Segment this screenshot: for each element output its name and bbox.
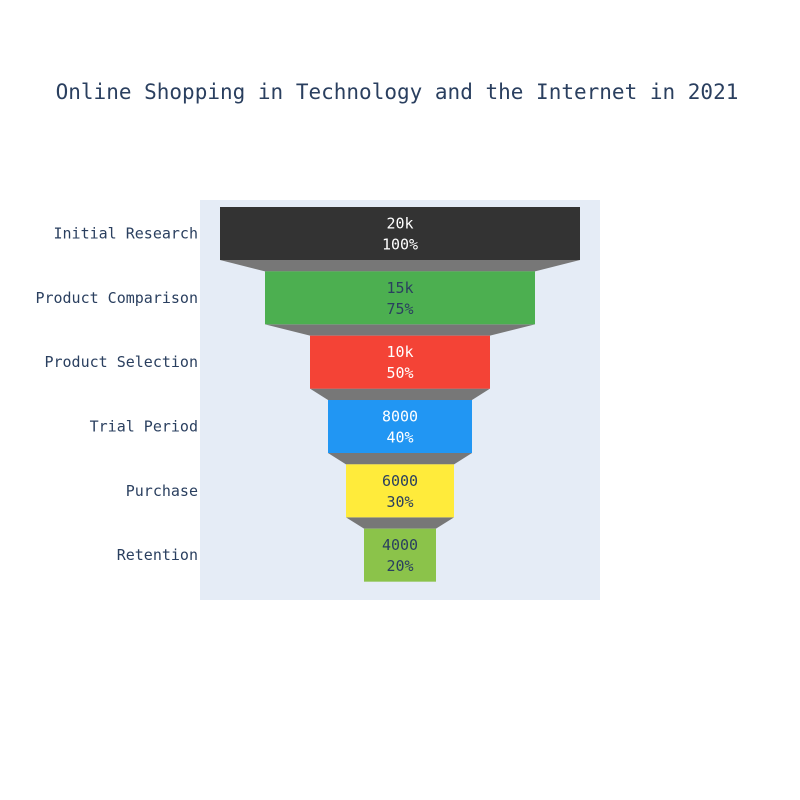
percent-label-purchase: 30% — [386, 493, 413, 511]
category-label-retention: Retention — [117, 546, 198, 564]
category-label-product-comparison: Product Comparison — [35, 289, 198, 307]
funnel-connector-product-selection — [310, 389, 490, 400]
funnel-connector-trial-period — [328, 453, 472, 464]
percent-label-retention: 20% — [386, 557, 413, 575]
category-label-product-selection: Product Selection — [44, 353, 198, 371]
percent-label-product-selection: 50% — [386, 364, 413, 382]
category-label-purchase: Purchase — [126, 482, 198, 500]
category-label-trial-period: Trial Period — [90, 418, 198, 436]
funnel-connector-product-comparison — [265, 324, 535, 335]
funnel-connector-initial-research — [220, 260, 580, 271]
percent-label-trial-period: 40% — [386, 429, 413, 447]
value-label-product-comparison: 15k — [386, 279, 413, 297]
percent-label-product-comparison: 75% — [386, 300, 413, 318]
value-label-product-selection: 10k — [386, 343, 413, 361]
value-label-trial-period: 8000 — [382, 408, 418, 426]
value-label-purchase: 6000 — [382, 472, 418, 490]
value-label-initial-research: 20k — [386, 215, 413, 233]
value-label-retention: 4000 — [382, 536, 418, 554]
percent-label-initial-research: 100% — [382, 236, 418, 254]
chart-title: Online Shopping in Technology and the In… — [56, 80, 739, 104]
funnel-connector-purchase — [346, 517, 454, 528]
category-label-initial-research: Initial Research — [54, 225, 199, 243]
